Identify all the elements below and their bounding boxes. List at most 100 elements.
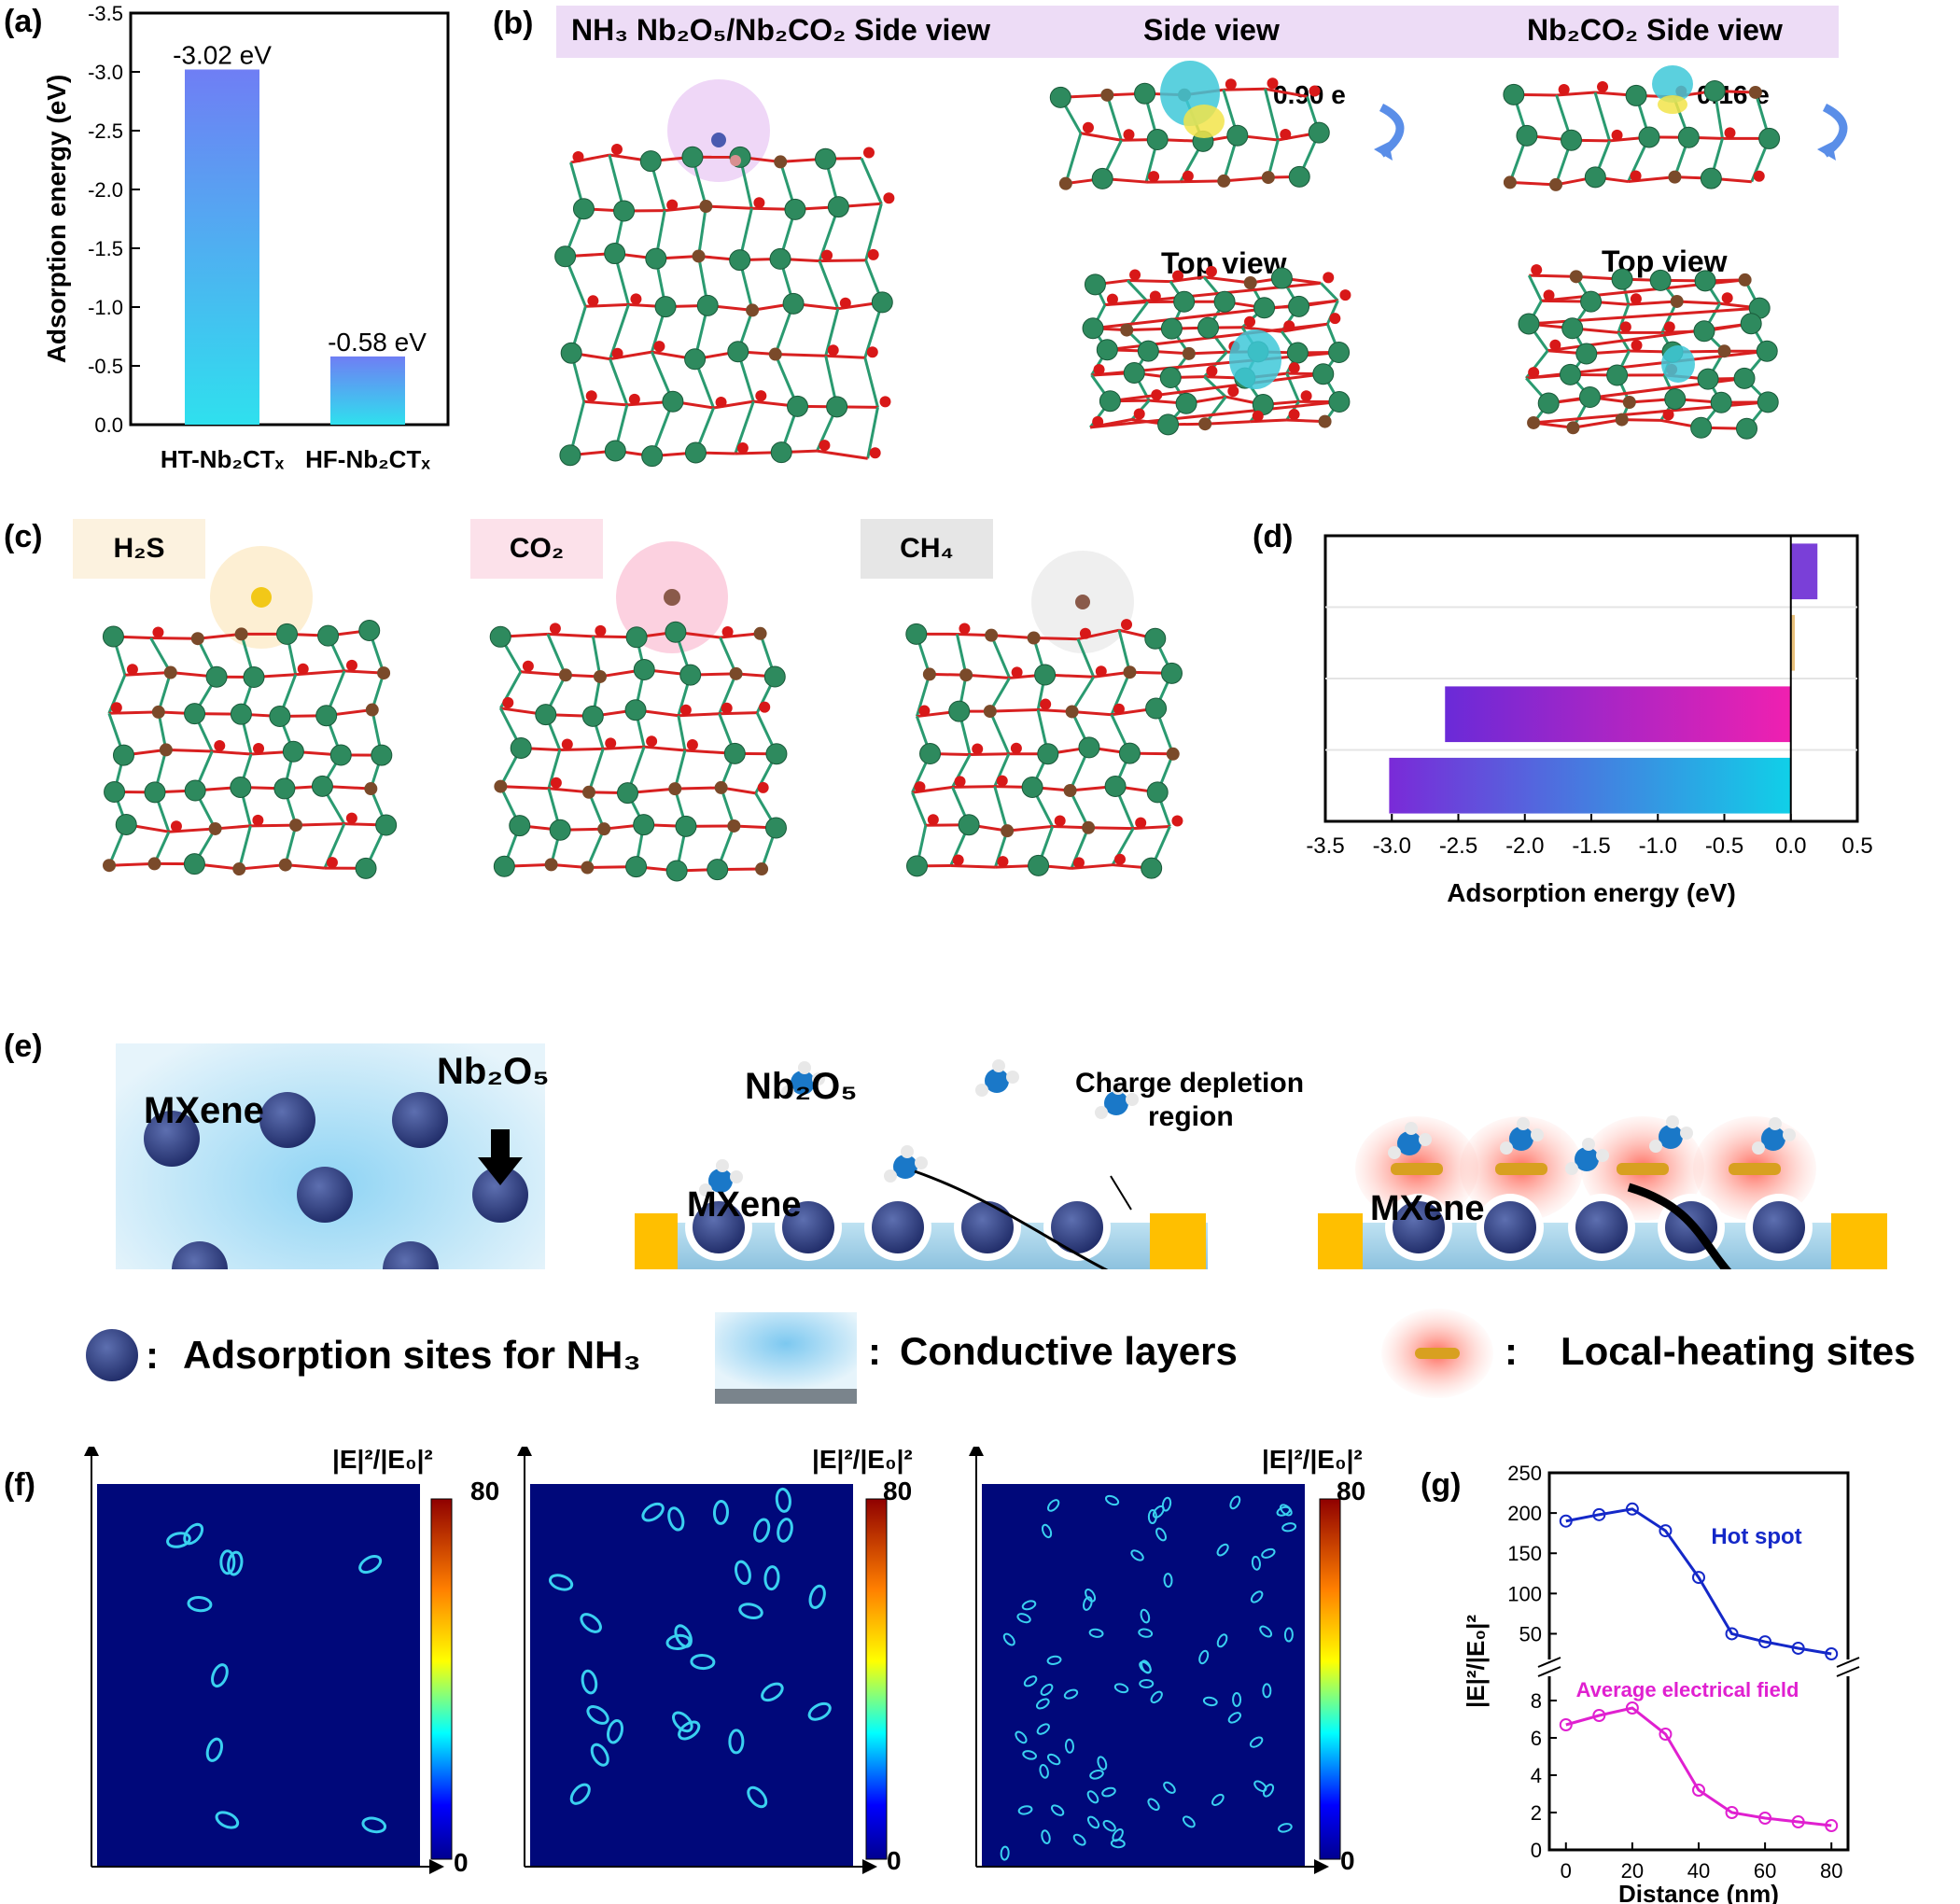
c-atom xyxy=(151,705,165,719)
nb-atom xyxy=(787,395,809,417)
nb-atom xyxy=(559,444,581,467)
y-tick-label: 0 xyxy=(1531,1839,1542,1862)
chart-a: -3.02 eV -0.58 eV -3.5 -3.0 -2.5 -2.0 -1.5 -1.0… xyxy=(42,2,450,473)
hot-spot xyxy=(1283,1627,1294,1643)
hot-spot xyxy=(667,1506,685,1532)
bond xyxy=(966,673,1010,679)
c-atom xyxy=(159,743,173,757)
c-atom xyxy=(494,779,508,793)
c-atom xyxy=(289,819,303,833)
electrode-right-middle xyxy=(1150,1213,1206,1269)
nb-atom xyxy=(549,819,571,841)
legend-adsorption-sep: : xyxy=(146,1333,159,1377)
o-atom xyxy=(1148,171,1160,183)
series-point xyxy=(1758,1812,1772,1825)
nb2o5-sphere-icon xyxy=(961,1201,1014,1253)
panel-b-header-right: Nb₂CO₂ Side view xyxy=(1527,13,1783,47)
nb-atom xyxy=(1606,364,1629,386)
nh3-n-atom xyxy=(1659,1125,1683,1149)
o-atom xyxy=(839,297,851,309)
nb-atom xyxy=(625,626,648,649)
o-atom xyxy=(959,623,971,635)
hot-spot xyxy=(1163,1781,1176,1794)
nb-atom xyxy=(1308,121,1330,144)
bond xyxy=(818,260,840,310)
o-atom xyxy=(1113,853,1126,865)
nb-atom xyxy=(1649,269,1672,291)
c-atom xyxy=(1318,414,1332,428)
y-tick-label: 8 xyxy=(1531,1689,1542,1713)
o-atom xyxy=(1095,665,1107,678)
o-atom xyxy=(1135,817,1147,829)
series-point xyxy=(1625,1701,1639,1715)
series-point xyxy=(1692,1784,1705,1797)
electron-path-middle xyxy=(914,1169,1109,1269)
x-tick-label: 60 xyxy=(1754,1859,1776,1883)
nb-atom xyxy=(681,146,704,168)
bond xyxy=(817,449,868,460)
nb-atom xyxy=(1160,317,1183,340)
hot-spot xyxy=(1279,1504,1293,1517)
hot-spot xyxy=(1110,1839,1126,1849)
hot-spot xyxy=(1253,1780,1267,1793)
hot-spot xyxy=(1016,1613,1031,1624)
nb2o5-label-2: Nb₂O₅ xyxy=(745,1066,858,1107)
structure-b1 xyxy=(554,133,895,468)
nb-atom xyxy=(1559,363,1581,385)
o-atom xyxy=(170,820,182,833)
c-atom xyxy=(597,822,611,836)
nb-atom xyxy=(617,782,639,805)
c-atom xyxy=(1527,415,1541,429)
o-atom xyxy=(721,626,734,638)
legend-sphere-icon xyxy=(86,1329,138,1381)
o-atom xyxy=(954,776,966,788)
o-atom xyxy=(1630,170,1642,182)
nb-atom xyxy=(1740,313,1762,335)
hot-spot xyxy=(211,1663,229,1688)
nb-atom xyxy=(624,699,647,721)
nb-atom xyxy=(665,621,687,643)
heating-rod xyxy=(1391,1163,1443,1175)
nb-atom xyxy=(1141,857,1163,879)
hot-spot xyxy=(1089,1769,1104,1780)
bar-1 xyxy=(330,356,405,425)
bond xyxy=(1676,300,1720,305)
o-atom xyxy=(1630,293,1642,305)
c-atom xyxy=(190,632,204,646)
nb-atom xyxy=(1082,317,1104,340)
hot-spot xyxy=(361,1816,387,1834)
hot-spot xyxy=(1086,1790,1099,1804)
bond xyxy=(675,786,721,791)
bond xyxy=(1117,629,1131,673)
rotate-arrow-1-head xyxy=(1374,142,1393,161)
s-atom xyxy=(251,587,272,608)
hot-spot xyxy=(1039,1763,1049,1779)
electrode-left-right xyxy=(1318,1213,1363,1269)
nh3-n-atom xyxy=(893,1155,917,1179)
y-tick-label: -1.0 xyxy=(88,296,123,319)
o-atom xyxy=(866,346,878,358)
c-atom xyxy=(1748,85,1762,99)
series-point xyxy=(1592,1507,1606,1521)
bond xyxy=(864,203,883,261)
structure-b3 xyxy=(1503,79,1781,191)
c-atom xyxy=(1198,417,1212,431)
hot-spot xyxy=(1229,1495,1241,1510)
c-atom xyxy=(364,782,378,796)
nb-atom xyxy=(1638,126,1660,148)
hot-spot xyxy=(219,1549,236,1575)
nb-atom xyxy=(184,779,206,802)
panel-label-g: (g) xyxy=(1421,1467,1462,1503)
o-atom xyxy=(214,739,226,751)
c-atom xyxy=(1075,595,1090,609)
nh3-h-atom xyxy=(1112,1082,1125,1095)
nb-atom xyxy=(144,781,166,804)
panel-e-schematic xyxy=(116,1043,1887,1269)
bond xyxy=(547,632,594,638)
hot-spot xyxy=(1130,1549,1144,1561)
hbar-1 xyxy=(1790,614,1796,671)
nb-atom xyxy=(355,857,377,879)
c-atom xyxy=(1058,176,1072,190)
cb-title-1: |E|²/|E₀|² xyxy=(332,1445,433,1474)
gas-tag-h2s: H₂S xyxy=(73,519,205,579)
